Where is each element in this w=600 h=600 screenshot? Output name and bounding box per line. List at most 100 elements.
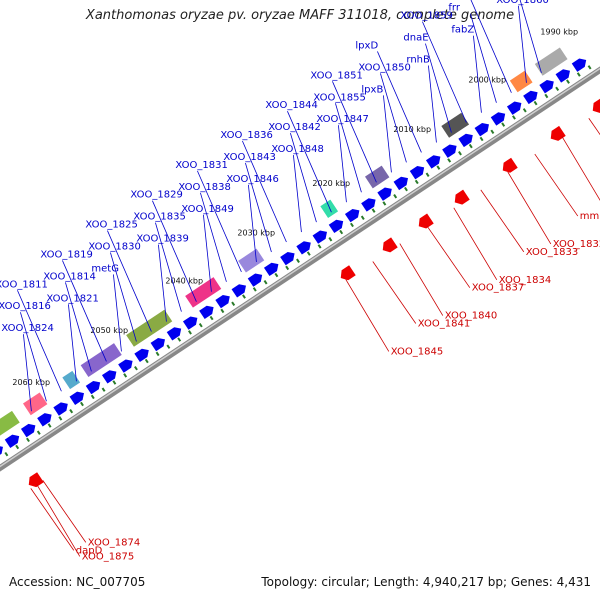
tick-mark [501, 122, 506, 127]
forward-gene [523, 90, 538, 105]
reverse-gene [28, 472, 44, 488]
reverse-gene [550, 125, 566, 141]
forward-leader-line [287, 111, 332, 213]
annotation-block [62, 370, 81, 390]
forward-gene [425, 155, 441, 169]
tick-mark [112, 380, 117, 385]
reverse-leader-line [399, 243, 444, 316]
forward-gene-label: XOO_1839 [136, 234, 188, 245]
forward-gene [328, 219, 344, 234]
forward-gene [474, 123, 489, 137]
forward-gene [409, 166, 425, 180]
forward-gene [539, 80, 554, 94]
reverse-gene [592, 98, 600, 114]
tick-label: 2040 kbp [165, 276, 203, 285]
annotation-block [534, 47, 568, 76]
tick-mark [587, 65, 592, 70]
gene-feature-layer [0, 47, 600, 488]
forward-gene-label: XOO_1849 [181, 204, 233, 215]
forward-gene-label: XOO_1859 [400, 11, 452, 22]
forward-leader-line [428, 65, 437, 143]
forward-leader-line [332, 81, 377, 183]
forward-gene [182, 316, 198, 330]
scale-ticks: 1990 kbp 2000 kbp 2010 kbp 2020 kbp 2030 kbp… [4, 28, 592, 457]
reverse-leader-line [372, 261, 417, 324]
tick-mark [328, 237, 333, 242]
reverse-leader-line [534, 153, 579, 217]
forward-gene [166, 327, 182, 341]
annotation-block [23, 392, 48, 416]
forward-leader-line [245, 162, 272, 253]
forward-gene-label: metG [91, 263, 119, 274]
forward-gene-label: XOO_1825 [85, 220, 137, 231]
accession-label: Accession: NC_007705 [9, 575, 146, 589]
forward-leader-line [377, 51, 422, 153]
forward-gene [555, 69, 570, 83]
forward-leader-line [290, 132, 317, 223]
tick-mark [285, 265, 290, 271]
forward-leader-line [248, 184, 257, 262]
reverse-leader-line [42, 480, 87, 543]
forward-gene [458, 133, 473, 148]
gene-labels: XOO_1824XOO_1816XOO_1811XOO_1821XOO_1814… [0, 0, 600, 562]
reverse-gene-label: XOO_1837 [472, 283, 524, 294]
reverse-gene-label: XOO_1875 [82, 551, 134, 562]
tick-mark [447, 158, 452, 163]
reverse-leader-line [588, 118, 600, 136]
forward-gene [344, 209, 360, 223]
tick-mark [134, 365, 138, 371]
forward-leader-line [20, 312, 47, 402]
tick-mark [360, 215, 365, 220]
forward-leader-line [518, 5, 527, 83]
tick-mark [544, 93, 549, 99]
reverse-leader-line [426, 225, 471, 288]
tick-mark [4, 451, 9, 457]
reverse-leader-line [561, 135, 600, 201]
forward-leader-line [152, 200, 197, 302]
forward-leader-line [197, 170, 242, 273]
forward-gene [490, 112, 506, 126]
genome-summary: Topology: circular; Length: 4,940,217 bp… [261, 575, 591, 589]
forward-leader-line [155, 222, 182, 312]
forward-leader-line [473, 35, 482, 113]
forward-leader-line [242, 140, 287, 243]
annotation-block [238, 248, 265, 273]
tick-mark [512, 115, 516, 120]
forward-leader-line [383, 95, 392, 173]
tick-label: 2010 kbp [393, 125, 431, 134]
forward-gene [361, 198, 376, 212]
forward-gene [150, 337, 165, 352]
tick-label: 2020 kbp [312, 179, 350, 188]
annotation-block [185, 277, 222, 308]
backbone-line [0, 66, 600, 472]
reverse-gene [418, 213, 434, 229]
forward-gene [101, 370, 117, 384]
tick-mark [220, 308, 225, 314]
forward-leader-line [470, 13, 497, 103]
forward-gene [296, 241, 311, 255]
tick-mark [533, 100, 538, 106]
tick-mark [252, 287, 257, 292]
forward-gene-label: XOO_1811 [0, 279, 48, 290]
tick-mark [317, 244, 322, 249]
tick-label: 2000 kbp [468, 75, 506, 84]
forward-gene-label: XOO_1819 [40, 249, 92, 260]
tick-label: 2060 kbp [12, 378, 50, 387]
forward-gene [69, 391, 84, 405]
tick-mark [479, 136, 484, 142]
forward-gene-label: XOO_1848 [271, 144, 323, 155]
forward-gene [4, 434, 20, 448]
reverse-gene [382, 237, 398, 253]
forward-gene [393, 176, 408, 191]
forward-gene-label: XOO_1829 [130, 190, 182, 201]
forward-gene [37, 413, 52, 427]
forward-gene [85, 380, 101, 395]
forward-gene-label: XOO_1844 [265, 100, 317, 111]
forward-leader-line [62, 260, 107, 362]
forward-gene-label: XOO_1836 [220, 130, 272, 141]
forward-leader-line [68, 304, 77, 382]
forward-leader-line [23, 334, 32, 412]
reverse-leader-line [453, 207, 498, 280]
forward-gene [263, 262, 279, 277]
forward-leader-line [335, 103, 362, 193]
